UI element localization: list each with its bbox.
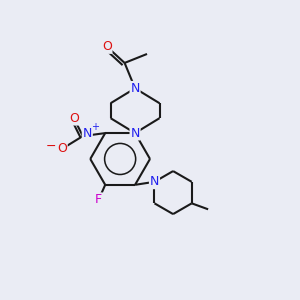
Text: −: − — [46, 140, 56, 153]
Text: O: O — [69, 112, 79, 125]
Text: O: O — [102, 40, 112, 53]
Text: N: N — [130, 127, 140, 140]
Text: N: N — [82, 127, 92, 140]
Text: N: N — [150, 175, 159, 188]
Text: F: F — [95, 193, 102, 206]
Text: N: N — [130, 82, 140, 95]
Text: +: + — [92, 122, 99, 131]
Text: O: O — [57, 142, 67, 154]
